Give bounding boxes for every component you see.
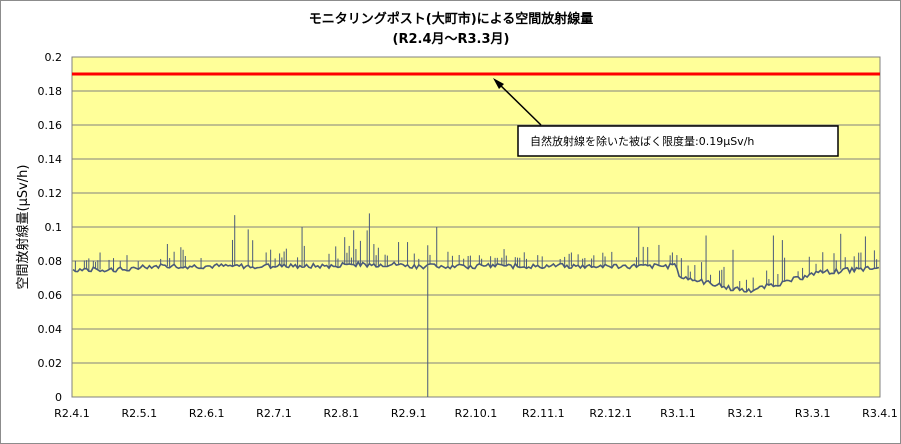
y-tick-label: 0.18 [38,85,63,98]
x-tick-label: R2.6.1 [189,407,225,420]
y-tick-label: 0.1 [45,221,63,234]
chart-title: モニタリングポスト(大町市)による空間放射線量 [309,11,594,27]
annotation-box [517,125,839,157]
annotation-arrowhead [493,78,504,89]
y-tick-label: 0.04 [38,323,63,336]
y-tick-label: 0.06 [38,289,63,302]
x-tick-label: R2.5.1 [122,407,158,420]
x-axis-ticks: R2.4.1 R2.5.1 R2.6.1 R2.7.1 R2.8.1 R2.9.1 R2.1… [54,407,898,420]
y-tick-label: 0.08 [38,255,63,268]
x-tick-label: R2.7.1 [256,407,292,420]
reference-annotation: 自然放射線を除いた被ばく限度量:0.19μSv/h [493,78,839,157]
x-tick-label: R3.4.1 [862,407,898,420]
x-tick-label: R2.4.1 [54,407,90,420]
x-tick-label: R2.12.1 [589,407,632,420]
x-tick-label: R2.11.1 [522,407,565,420]
chart-subtitle: (R2.4月～R3.3月) [393,32,510,47]
y-tick-label: 0 [55,391,62,404]
annotation-arrow-shaft [495,80,542,126]
x-tick-label: R3.1.1 [660,407,696,420]
series-dose-rate [72,213,880,397]
x-tick-label: R2.10.1 [455,407,498,420]
y-tick-label: 0.2 [45,51,63,64]
y-axis-label: 空間放射線量(μSv/h) [15,165,31,290]
y-tick-label: 0.12 [38,187,63,200]
x-tick-label: R2.9.1 [391,407,427,420]
x-tick-label: R2.8.1 [324,407,360,420]
y-tick-label: 0.16 [38,119,63,132]
y-axis-ticks: 0 0.02 0.04 0.06 0.08 0.1 0.12 0.14 0.16 0.18 0.2 [38,51,63,404]
series-line [72,260,880,294]
y-tick-label: 0.14 [38,153,63,166]
x-tick-label: R3.2.1 [728,407,764,420]
y-tick-label: 0.02 [38,357,63,370]
x-tick-label: R3.3.1 [795,407,831,420]
gridlines [72,90,880,364]
annotation-text: 自然放射線を除いた被ばく限度量:0.19μSv/h [530,134,754,148]
